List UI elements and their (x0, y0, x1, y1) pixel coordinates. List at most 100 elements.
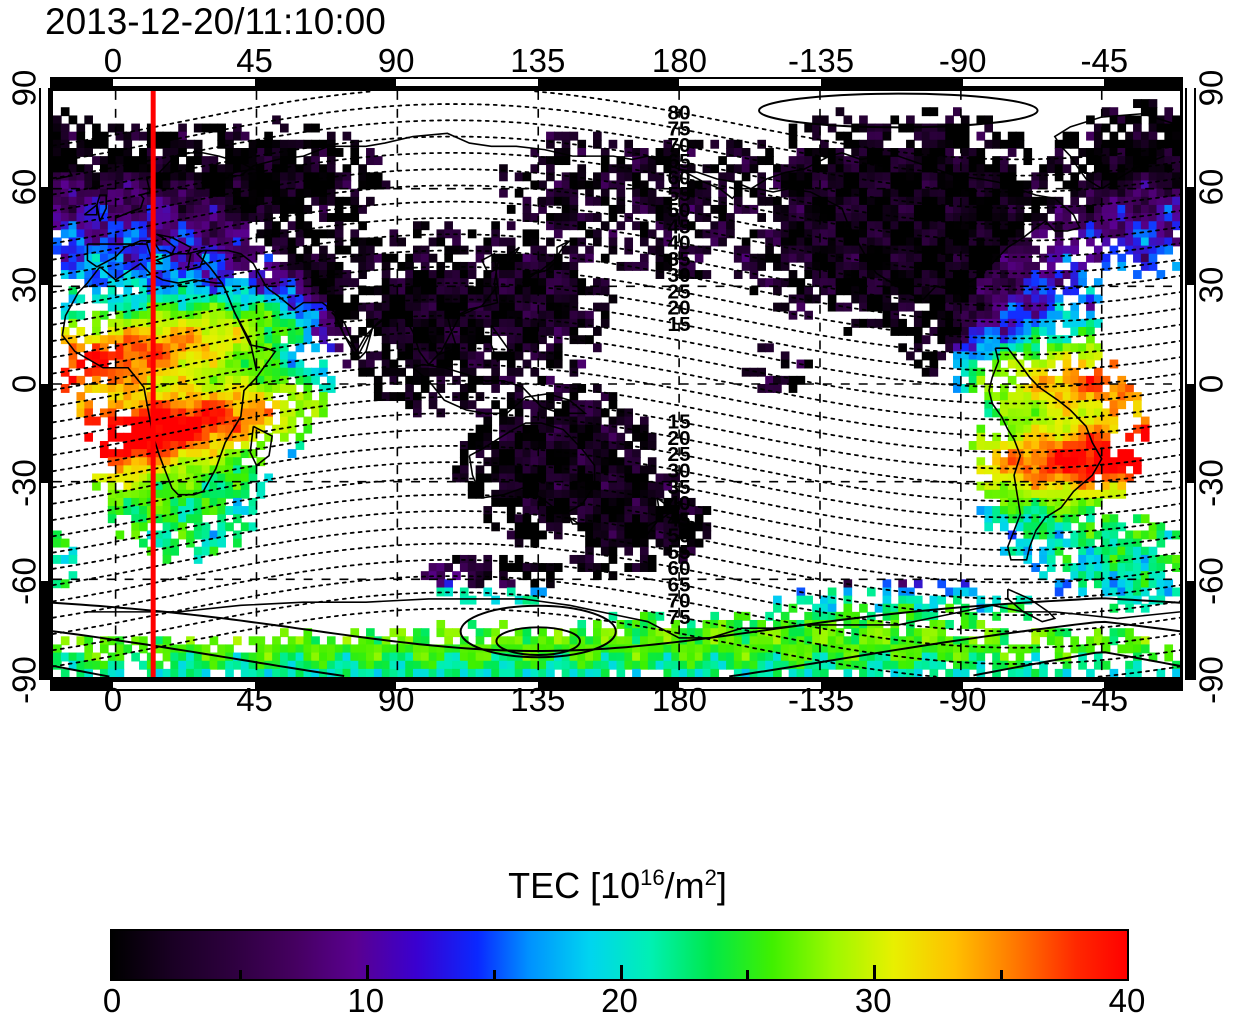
tec-cell (617, 408, 626, 417)
tec-cell (601, 433, 610, 442)
tec-cell (483, 506, 492, 515)
tec-cell (609, 449, 618, 458)
tec-cell (1008, 506, 1017, 515)
tec-cell (303, 246, 312, 255)
tec-cell (296, 335, 305, 344)
tec-cell (992, 490, 1001, 499)
tec-cell (890, 628, 899, 637)
tec-cell (1047, 547, 1056, 556)
tec-cell (1047, 539, 1056, 548)
tec-cell (679, 628, 688, 637)
tec-cell (1110, 588, 1119, 597)
tec-cell (922, 221, 931, 230)
tec-cell (1070, 327, 1079, 336)
tec-cell (593, 327, 602, 336)
tec-cell (883, 311, 892, 320)
tec-cell (718, 636, 727, 645)
tec-cell (241, 360, 250, 369)
tec-cell (562, 482, 571, 491)
tec-cell (867, 180, 876, 189)
tec-cell (984, 164, 993, 173)
tec-cell (992, 449, 1001, 458)
tec-cell (327, 229, 336, 238)
tec-cell (930, 351, 939, 360)
tec-cell (280, 189, 289, 198)
tec-cell (632, 425, 641, 434)
tec-cell (76, 636, 85, 645)
tec-cell (61, 539, 70, 548)
tec-cell (186, 172, 195, 181)
tec-cell (217, 522, 226, 531)
tec-cell (577, 384, 586, 393)
page-title: 2013-12-20/11:10:00 (45, 2, 386, 42)
tec-cell (617, 644, 626, 653)
tec-cell (632, 164, 641, 173)
tec-cell (992, 636, 1001, 645)
tec-cell (311, 661, 320, 670)
tec-cell (710, 612, 719, 621)
tec-cell (976, 457, 985, 466)
tec-cell (969, 221, 978, 230)
tec-cell (397, 661, 406, 670)
tec-cell (1063, 555, 1072, 564)
tec-cell (319, 229, 328, 238)
tec-cell (194, 449, 203, 458)
tec-cell (976, 286, 985, 295)
tec-cell (139, 311, 148, 320)
tec-cell (781, 628, 790, 637)
tec-cell (695, 628, 704, 637)
tec-cell (92, 417, 101, 426)
tec-cell (178, 506, 187, 515)
tec-cell (217, 262, 226, 271)
tec-cell (452, 653, 461, 662)
tick-bar-segment (255, 79, 397, 86)
tec-cell (593, 132, 602, 141)
tec-cell (640, 189, 649, 198)
tec-cell (1039, 229, 1048, 238)
tec-cell (139, 441, 148, 450)
tec-cell (1016, 311, 1025, 320)
tec-cell (789, 172, 798, 181)
tec-cell (405, 270, 414, 279)
tec-cell (413, 628, 422, 637)
tec-cell (194, 197, 203, 206)
tec-cell (1039, 197, 1048, 206)
tec-cell (241, 490, 250, 499)
tec-cell (632, 449, 641, 458)
tec-cell (319, 286, 328, 295)
tec-cell (577, 620, 586, 629)
tec-cell (421, 384, 430, 393)
tec-cell (1023, 384, 1032, 393)
tec-cell (460, 335, 469, 344)
tec-cell (69, 197, 78, 206)
tec-cell (186, 351, 195, 360)
tec-cell (1172, 148, 1180, 157)
axis-tick-label: 90 (8, 70, 41, 107)
tec-cell (523, 628, 532, 637)
tec-cell (1157, 140, 1166, 149)
tec-cell (969, 620, 978, 629)
tec-cell (1110, 490, 1119, 499)
tec-cell (483, 661, 492, 670)
tec-cell (343, 246, 352, 255)
tec-cell (327, 132, 336, 141)
tec-cell (155, 539, 164, 548)
tec-cell (1141, 433, 1150, 442)
tec-cell (335, 262, 344, 271)
tec-cell (867, 132, 876, 141)
tec-cell (303, 653, 312, 662)
tec-cell (1016, 327, 1025, 336)
tec-cell (413, 644, 422, 653)
tec-cell (366, 246, 375, 255)
tec-cell (476, 628, 485, 637)
tec-cell (1125, 115, 1134, 124)
tec-cell (397, 327, 406, 336)
tec-cell (1149, 563, 1158, 572)
tec-cell (84, 140, 93, 149)
tec-cell (836, 221, 845, 230)
tec-cell (194, 351, 203, 360)
tec-cell (554, 490, 563, 499)
tec-cell (100, 384, 109, 393)
tec-cell (288, 636, 297, 645)
